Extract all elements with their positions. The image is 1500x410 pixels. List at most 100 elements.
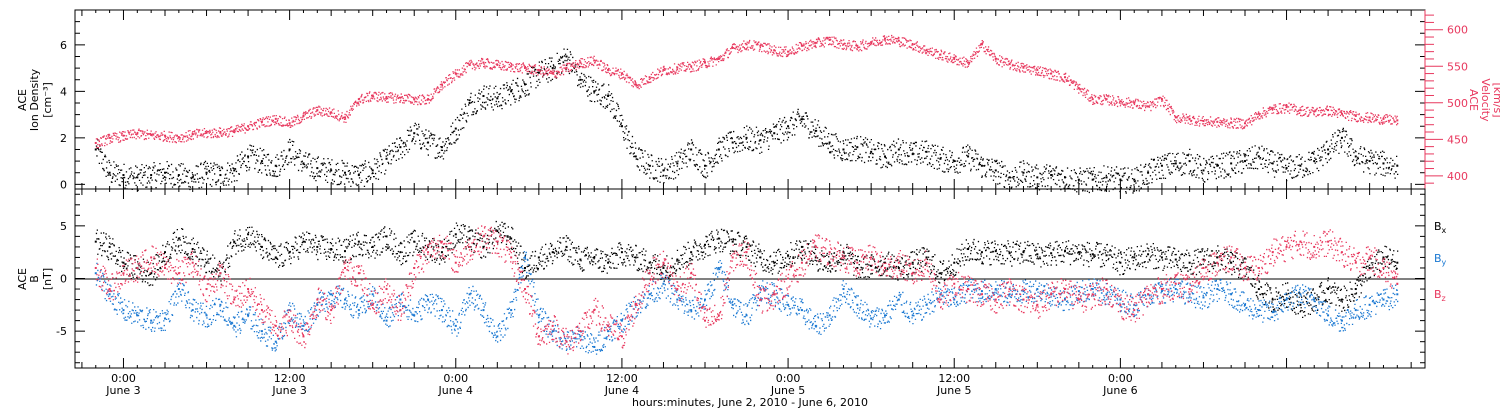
- by-point: [191, 309, 194, 312]
- bx-point: [344, 250, 346, 253]
- velocity-point: [870, 41, 873, 44]
- bz-point: [274, 324, 277, 327]
- by-point: [1077, 290, 1080, 293]
- velocity-point: [1091, 98, 1094, 101]
- density-point: [980, 164, 983, 167]
- density-point: [260, 160, 263, 163]
- bz-point: [1160, 288, 1163, 291]
- bx-point: [482, 245, 485, 248]
- bx-point: [994, 250, 997, 253]
- bx-point: [164, 251, 166, 254]
- bx-point: [468, 237, 471, 240]
- bz-point: [704, 319, 706, 322]
- density-point: [288, 148, 291, 151]
- bx-point: [1022, 251, 1025, 254]
- bz-point: [967, 288, 970, 291]
- bfield-ylabel-line2: B: [28, 275, 41, 283]
- density-point: [870, 150, 873, 153]
- bz-point: [953, 282, 956, 285]
- by-point: [399, 298, 402, 301]
- by-point: [925, 303, 928, 306]
- bx-point: [551, 251, 554, 254]
- bx-point: [953, 261, 956, 264]
- density-velocity-series: [94, 34, 1399, 194]
- velocity-point: [953, 57, 956, 60]
- by-point: [288, 309, 291, 312]
- bz-point: [911, 272, 914, 275]
- density-point: [717, 148, 720, 151]
- bz-point: [828, 251, 831, 254]
- bx-point: [662, 266, 665, 269]
- density-point: [1271, 162, 1274, 165]
- velocity-point: [1257, 112, 1260, 115]
- bx-point: [94, 240, 97, 243]
- density-point: [1050, 174, 1053, 177]
- bx-point: [731, 240, 734, 243]
- bx-point: [828, 261, 831, 264]
- velocity-point: [800, 44, 803, 47]
- density-point: [344, 171, 346, 174]
- date-tick-label: June 5: [770, 384, 805, 397]
- density-point: [704, 164, 706, 167]
- density-point: [939, 157, 942, 160]
- by-point: [842, 288, 845, 291]
- by-point: [274, 340, 277, 343]
- legend-by: By: [1434, 252, 1447, 267]
- density-point: [1133, 178, 1136, 181]
- by-point: [164, 317, 166, 320]
- bz-point: [427, 251, 430, 254]
- bz-point: [496, 240, 499, 243]
- velocity-tick-label: 550: [1447, 60, 1468, 73]
- bz-point: [468, 245, 471, 248]
- density-tick-label: 6: [60, 39, 67, 52]
- bz-point: [1230, 256, 1233, 259]
- bx-point: [980, 251, 983, 254]
- date-tick-label: June 5: [936, 384, 971, 397]
- density-point: [1368, 160, 1371, 163]
- bz-point: [897, 261, 900, 264]
- by-point: [344, 298, 346, 301]
- by-point: [759, 288, 762, 291]
- bx-point: [108, 245, 111, 248]
- density-point: [1202, 169, 1205, 172]
- by-point: [953, 298, 956, 301]
- velocity-point: [620, 72, 623, 75]
- velocity-point: [925, 49, 928, 52]
- velocity-point: [717, 57, 720, 60]
- velocity-point: [980, 43, 983, 46]
- velocity-point: [842, 43, 845, 46]
- by-point: [1091, 288, 1094, 291]
- by-point: [884, 314, 886, 317]
- velocity-point: [1202, 120, 1205, 123]
- velocity-point: [704, 61, 706, 64]
- bz-point: [1327, 240, 1330, 243]
- velocity-point: [1022, 66, 1025, 69]
- by-point: [205, 314, 208, 317]
- velocity-point: [593, 59, 596, 62]
- bx-point: [233, 240, 236, 243]
- bz-point: [1091, 293, 1094, 296]
- density-point: [897, 148, 900, 151]
- velocity-point: [413, 98, 416, 101]
- bz-point: [371, 303, 374, 306]
- bz-point: [1036, 303, 1039, 306]
- density-point: [1230, 162, 1233, 165]
- by-point: [787, 303, 790, 306]
- bz-point: [1202, 266, 1205, 269]
- velocity-point: [787, 50, 790, 53]
- by-point: [177, 288, 180, 291]
- bz-point: [1133, 309, 1136, 312]
- bz-point: [233, 298, 236, 301]
- density-point: [177, 174, 180, 177]
- by-point: [704, 298, 706, 301]
- velocity-point: [579, 61, 582, 64]
- bx-point: [454, 233, 457, 236]
- velocity-point: [1077, 87, 1080, 90]
- velocity-point: [828, 38, 831, 41]
- by-point: [911, 314, 914, 317]
- density-point: [1091, 178, 1094, 181]
- by-cloud: [95, 251, 1399, 355]
- velocity-tick-label: 450: [1447, 133, 1468, 146]
- bz-point: [759, 298, 762, 301]
- bz-point: [551, 324, 554, 327]
